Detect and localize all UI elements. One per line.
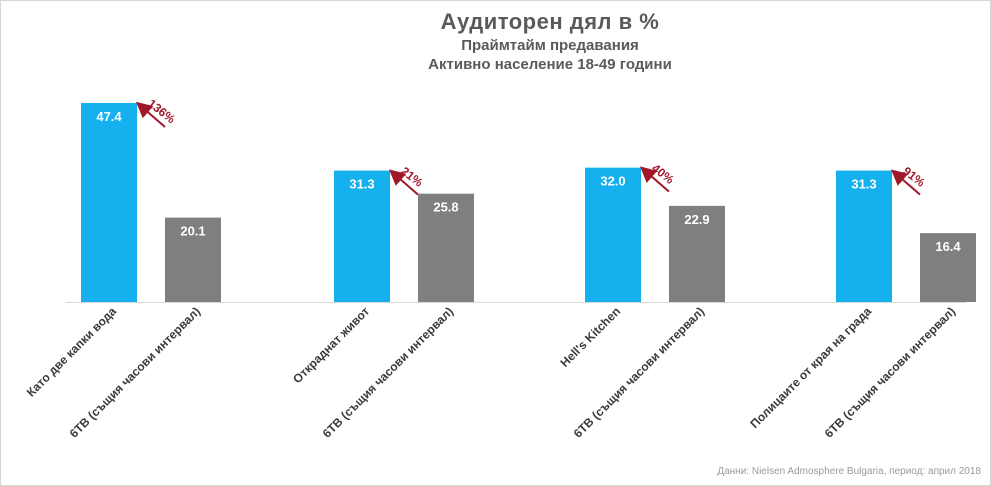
category-label: 6ТВ (същия часови интервал) (67, 304, 203, 440)
bar (669, 205, 725, 302)
bar (920, 233, 976, 302)
category-label: 6ТВ (същия часови интервал) (320, 304, 456, 440)
data-label: 25.8 (433, 200, 458, 215)
change-label: 136% (145, 96, 178, 126)
chart-subtitle-2: Активно население 18-49 години (428, 56, 672, 73)
data-label: 32.0 (600, 174, 625, 189)
chart-titles: Аудиторен дял в % Праймтайм предавания А… (300, 8, 800, 74)
data-label: 31.3 (851, 177, 876, 192)
source-note: Данни: Nielsen Admosphere Bulgaria, пери… (717, 466, 981, 477)
category-label: Hell's Kitchen (557, 304, 623, 370)
change-label: 91% (900, 164, 928, 190)
data-label: 20.1 (180, 224, 205, 239)
change-arrow (890, 169, 921, 196)
category-label: 6ТВ (същия часови интервал) (822, 304, 958, 440)
data-label: 31.3 (349, 177, 374, 192)
category-label: Като две капки вода (24, 304, 119, 399)
change-label: 21% (398, 164, 426, 190)
category-label: 6ТВ (същия часови интервал) (571, 304, 707, 440)
bar (836, 170, 892, 302)
change-arrow (135, 101, 166, 128)
bar (334, 170, 390, 302)
bar (165, 217, 221, 302)
data-label: 47.4 (96, 109, 122, 124)
bar (585, 167, 641, 302)
change-arrow (639, 166, 670, 193)
change-arrow (388, 169, 419, 196)
bar (81, 103, 137, 302)
category-label: Откраднат живот (290, 304, 372, 386)
change-label: 40% (649, 161, 677, 187)
data-label: 16.4 (935, 239, 961, 254)
bar (418, 193, 474, 302)
chart-subtitle: Праймтайм предавания (461, 37, 639, 54)
data-label: 22.9 (684, 212, 709, 227)
chart-title: Аудиторен дял в % (440, 9, 660, 34)
